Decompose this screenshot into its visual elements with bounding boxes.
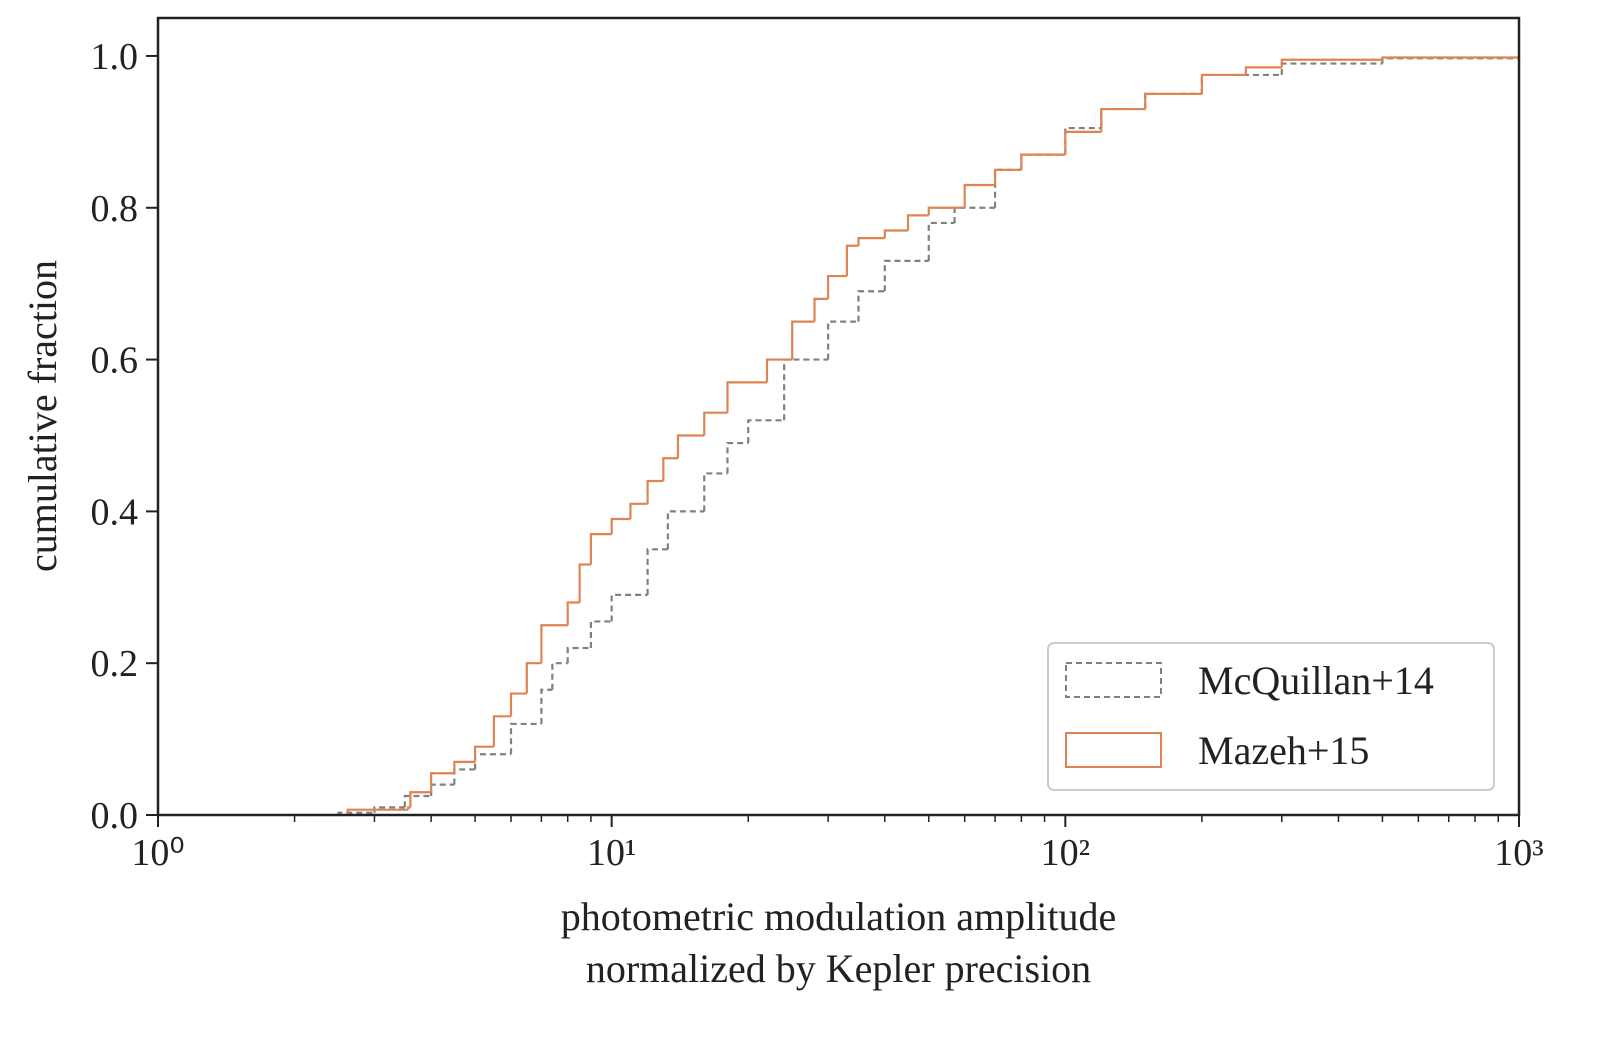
step-segment: [473, 745, 494, 762]
step-segment: [646, 548, 668, 595]
step-segment: [578, 563, 591, 603]
step-segment: [509, 692, 527, 717]
y-tick-label: 1.0: [91, 36, 139, 78]
step-segment: [589, 620, 612, 649]
step-segment: [813, 297, 829, 322]
step-segment: [1244, 66, 1282, 75]
step-segment: [927, 221, 955, 261]
step-segment: [1020, 153, 1066, 170]
step-segment: [783, 358, 829, 421]
step-segment: [927, 206, 965, 216]
step-segment: [845, 244, 859, 277]
step-segment: [791, 320, 815, 360]
step-segment: [473, 753, 512, 770]
step-segment: [747, 419, 785, 444]
step-segment: [610, 593, 648, 622]
x-axis-label: photometric modulation amplitude: [561, 894, 1116, 939]
step-segment: [703, 472, 728, 512]
y-tick-label: 0.2: [91, 643, 139, 685]
x-tick-label: 10³: [1494, 832, 1543, 874]
legend-label: Mazeh+15: [1198, 728, 1369, 773]
step-segment: [403, 794, 432, 808]
step-segment: [589, 533, 612, 565]
step-segment: [1100, 107, 1146, 129]
step-segment: [1064, 126, 1102, 155]
step-segment: [765, 358, 793, 383]
x-tick-label: 10⁰: [131, 832, 184, 874]
y-tick-label: 0.6: [91, 340, 139, 382]
step-segment: [993, 168, 1022, 185]
step-segment: [1381, 57, 1519, 64]
step-segment: [346, 808, 409, 815]
step-segment: [492, 715, 512, 747]
step-segment: [883, 259, 929, 292]
y-axis-label: cumulative fraction: [20, 260, 65, 572]
legend-swatch: [1065, 732, 1162, 768]
step-segment: [666, 510, 705, 550]
step-segment: [430, 783, 455, 797]
step-segment: [373, 806, 405, 813]
step-segment: [453, 768, 476, 785]
step-segment: [566, 646, 591, 664]
step-segment: [883, 229, 909, 239]
step-segment: [726, 441, 749, 474]
step-segment: [662, 457, 678, 482]
step-segment: [629, 502, 648, 519]
step-segment: [857, 237, 885, 246]
step-segment: [703, 411, 728, 436]
step-segment: [1064, 130, 1102, 155]
step-segment: [509, 722, 542, 755]
step-segment: [676, 434, 705, 459]
step-segment: [610, 517, 631, 535]
step-segment: [1280, 58, 1383, 68]
step-segment: [1280, 62, 1383, 75]
step-segment: [827, 320, 859, 360]
step-segment: [1100, 107, 1146, 132]
step-segment: [963, 183, 996, 208]
step-segment: [409, 791, 432, 808]
step-segment: [726, 381, 768, 413]
y-tick-label: 0.4: [91, 491, 139, 533]
step-segment: [566, 601, 580, 626]
legend-label: McQuillan+14: [1198, 658, 1434, 703]
step-segment: [827, 274, 847, 299]
legend-swatch: [1065, 662, 1162, 698]
x-tick-label: 10¹: [587, 832, 636, 874]
step-segment: [1200, 73, 1246, 94]
step-segment: [953, 206, 996, 223]
step-segment: [1144, 92, 1202, 110]
step-segment: [540, 624, 568, 664]
y-tick-label: 0.0: [91, 795, 139, 837]
step-segment: [540, 688, 553, 724]
legend-box: [1047, 642, 1495, 791]
step-segment: [525, 662, 542, 694]
step-segment: [646, 479, 664, 504]
y-tick-label: 0.8: [91, 188, 139, 230]
step-segment: [906, 214, 929, 231]
step-segment: [1020, 153, 1066, 170]
step-segment: [430, 772, 455, 793]
step-segment: [993, 168, 1022, 208]
step-segment: [551, 662, 568, 690]
step-segment: [1200, 73, 1282, 94]
step-segment: [407, 806, 411, 810]
x-axis-label: normalized by Kepler precision: [586, 946, 1091, 991]
series: [346, 55, 1521, 815]
step-segment: [453, 760, 476, 774]
step-segment: [1144, 92, 1202, 110]
step-segment: [857, 290, 885, 322]
step-segment: [1381, 56, 1519, 60]
plot-frame: [156, 16, 1521, 817]
x-tick-label: 10²: [1041, 832, 1090, 874]
